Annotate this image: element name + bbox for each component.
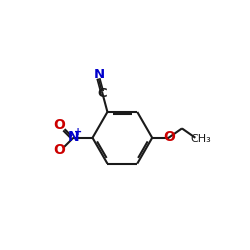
Text: N: N bbox=[68, 130, 80, 144]
Text: O: O bbox=[163, 130, 175, 144]
Text: +: + bbox=[74, 128, 82, 138]
Text: CH₃: CH₃ bbox=[191, 134, 212, 144]
Text: O: O bbox=[54, 143, 66, 157]
Text: C: C bbox=[98, 86, 107, 100]
Text: O: O bbox=[54, 118, 66, 132]
Text: N: N bbox=[93, 68, 104, 81]
